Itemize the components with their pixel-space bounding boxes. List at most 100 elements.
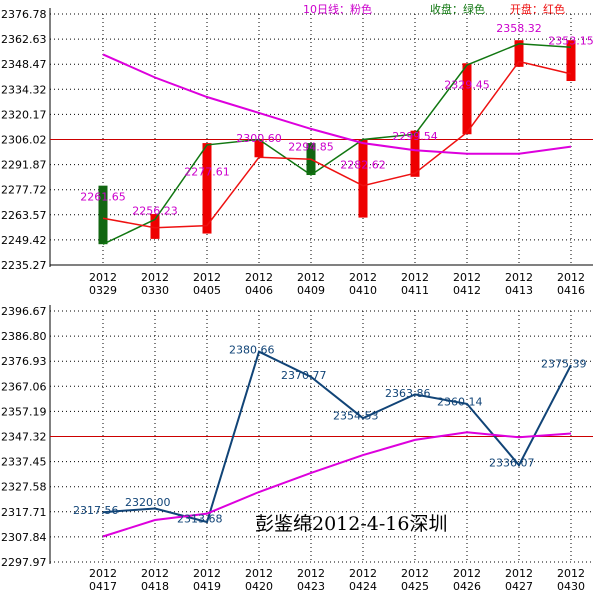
y-tick-label: 2334.32 [1, 83, 47, 96]
x-tick-label-year: 2012 [453, 567, 481, 580]
data-label: 2353.15 [548, 34, 593, 47]
x-tick-label-year: 2012 [401, 567, 429, 580]
y-tick-label: 2386.80 [1, 330, 47, 343]
candle-bar [566, 40, 576, 82]
x-tick-label-date: 0416 [557, 284, 585, 297]
open-line [102, 60, 572, 229]
x-tick-label-year: 2012 [297, 567, 325, 580]
x-tick-label-date: 0329 [89, 284, 117, 297]
close-line [102, 43, 572, 245]
x-tick-label-date: 0411 [401, 284, 429, 297]
candle-bar [98, 185, 108, 245]
y-tick-label: 2347.32 [1, 431, 47, 444]
x-tick-label-date: 0423 [297, 580, 325, 593]
x-tick-label-year: 2012 [89, 567, 117, 580]
data-label: 2320.00 [125, 496, 171, 509]
y-tick-label: 2376.78 [1, 8, 47, 21]
x-tick-label-year: 2012 [349, 567, 377, 580]
y-tick-label: 2348.47 [1, 58, 47, 71]
ma10-line [102, 53, 572, 155]
y-tick-label: 2277.72 [1, 184, 47, 197]
x-tick-label-year: 2012 [453, 271, 481, 284]
data-label: 2282.62 [340, 158, 386, 171]
y-tick-label: 2263.57 [1, 209, 47, 222]
x-tick-label-date: 0409 [297, 284, 325, 297]
x-tick-label-year: 2012 [505, 567, 533, 580]
x-tick-label-date: 0412 [453, 284, 481, 297]
x-tick-label-year: 2012 [89, 271, 117, 284]
data-label: 2380.66 [229, 344, 275, 357]
legend-close: 收盘：绿色 [430, 2, 485, 16]
y-tick-label: 2249.42 [1, 234, 47, 247]
candle-bar [514, 40, 524, 67]
data-label: 2358.32 [496, 22, 542, 35]
y-tick-label: 2291.87 [1, 159, 47, 172]
data-label: 2261.65 [80, 190, 126, 203]
data-label: 2277.61 [184, 166, 230, 179]
y-tick-label: 2327.58 [1, 481, 47, 494]
data-label: 2360.14 [437, 396, 483, 409]
data-label: 2363.86 [385, 387, 431, 400]
x-tick-label-date: 0330 [141, 284, 169, 297]
x-tick-label-date: 0424 [349, 580, 377, 593]
x-tick-label-date: 0425 [401, 580, 429, 593]
x-tick-label-date: 0410 [349, 284, 377, 297]
y-tick-label: 2235.27 [1, 259, 47, 272]
data-label: 2300.60 [236, 132, 282, 145]
top-panel: 2376.78 2362.63 2348.47 2334.32 2320.17 2306.… [1, 8, 593, 297]
y-tick-label: 2306.02 [1, 134, 47, 147]
data-label: 2313.68 [177, 513, 223, 526]
x-tick-label-date: 0427 [505, 580, 533, 593]
x-tick-label-date: 0419 [193, 580, 221, 593]
x-tick-label-year: 2012 [557, 567, 585, 580]
y-tick-label: 2357.19 [1, 405, 47, 418]
data-label: 2256.23 [132, 205, 178, 218]
candle-bar [462, 63, 472, 135]
candle-bar [358, 139, 368, 218]
x-tick-label-year: 2012 [505, 271, 533, 284]
y-tick-label: 2307.84 [1, 531, 47, 544]
data-label: 2294.85 [288, 141, 334, 154]
x-tick-label-year: 2012 [557, 271, 585, 284]
x-tick-label-date: 0426 [453, 580, 481, 593]
x-tick-label-date: 0417 [89, 580, 117, 593]
x-tick-label-date: 0418 [141, 580, 169, 593]
x-tick-label-year: 2012 [297, 271, 325, 284]
data-label: 2370.77 [281, 369, 327, 382]
bottom-panel: 2396.67 2386.80 2376.93 2367.06 2357.19 2347.… [1, 305, 593, 593]
x-tick-label-year: 2012 [193, 271, 221, 284]
y-tick-label: 2376.93 [1, 355, 47, 368]
x-tick-label-year: 2012 [141, 567, 169, 580]
data-label: 2375.39 [541, 358, 587, 371]
y-tick-label: 2362.63 [1, 33, 47, 46]
y-tick-label: 2320.17 [1, 108, 47, 121]
data-label: 2299.54 [392, 130, 438, 143]
x-tick-label-date: 0405 [193, 284, 221, 297]
x-tick-label-date: 0406 [245, 284, 273, 297]
legend: 10日线：粉色 收盘：绿色 开盘：红色 [303, 2, 565, 16]
y-tick-label: 2396.67 [1, 305, 47, 318]
x-tick-label-year: 2012 [401, 271, 429, 284]
x-tick-label-year: 2012 [245, 567, 273, 580]
data-label: 2354.53 [333, 410, 379, 423]
legend-ma10: 10日线：粉色 [303, 2, 372, 16]
candle-bar [410, 130, 420, 177]
y-tick-label: 2317.71 [1, 506, 47, 519]
x-tick-label-year: 2012 [141, 271, 169, 284]
legend-open: 开盘：红色 [510, 2, 565, 16]
x-tick-label-date: 0420 [245, 580, 273, 593]
ma-line [102, 431, 572, 538]
candle-bar [254, 139, 264, 158]
x-tick-label-date: 0413 [505, 284, 533, 297]
data-label: 2317.56 [73, 504, 119, 517]
candle-bar [150, 214, 160, 239]
x-tick-label-year: 2012 [245, 271, 273, 284]
candle-bar [202, 143, 212, 234]
x-tick-label-year: 2012 [193, 567, 221, 580]
signature: 彭鉴绵2012-4-16深圳 [255, 513, 447, 535]
y-tick-label: 2367.06 [1, 380, 47, 393]
y-tick-label: 2337.45 [1, 456, 47, 469]
y-tick-label: 2297.97 [1, 556, 47, 569]
data-label: 2336.07 [489, 457, 535, 470]
